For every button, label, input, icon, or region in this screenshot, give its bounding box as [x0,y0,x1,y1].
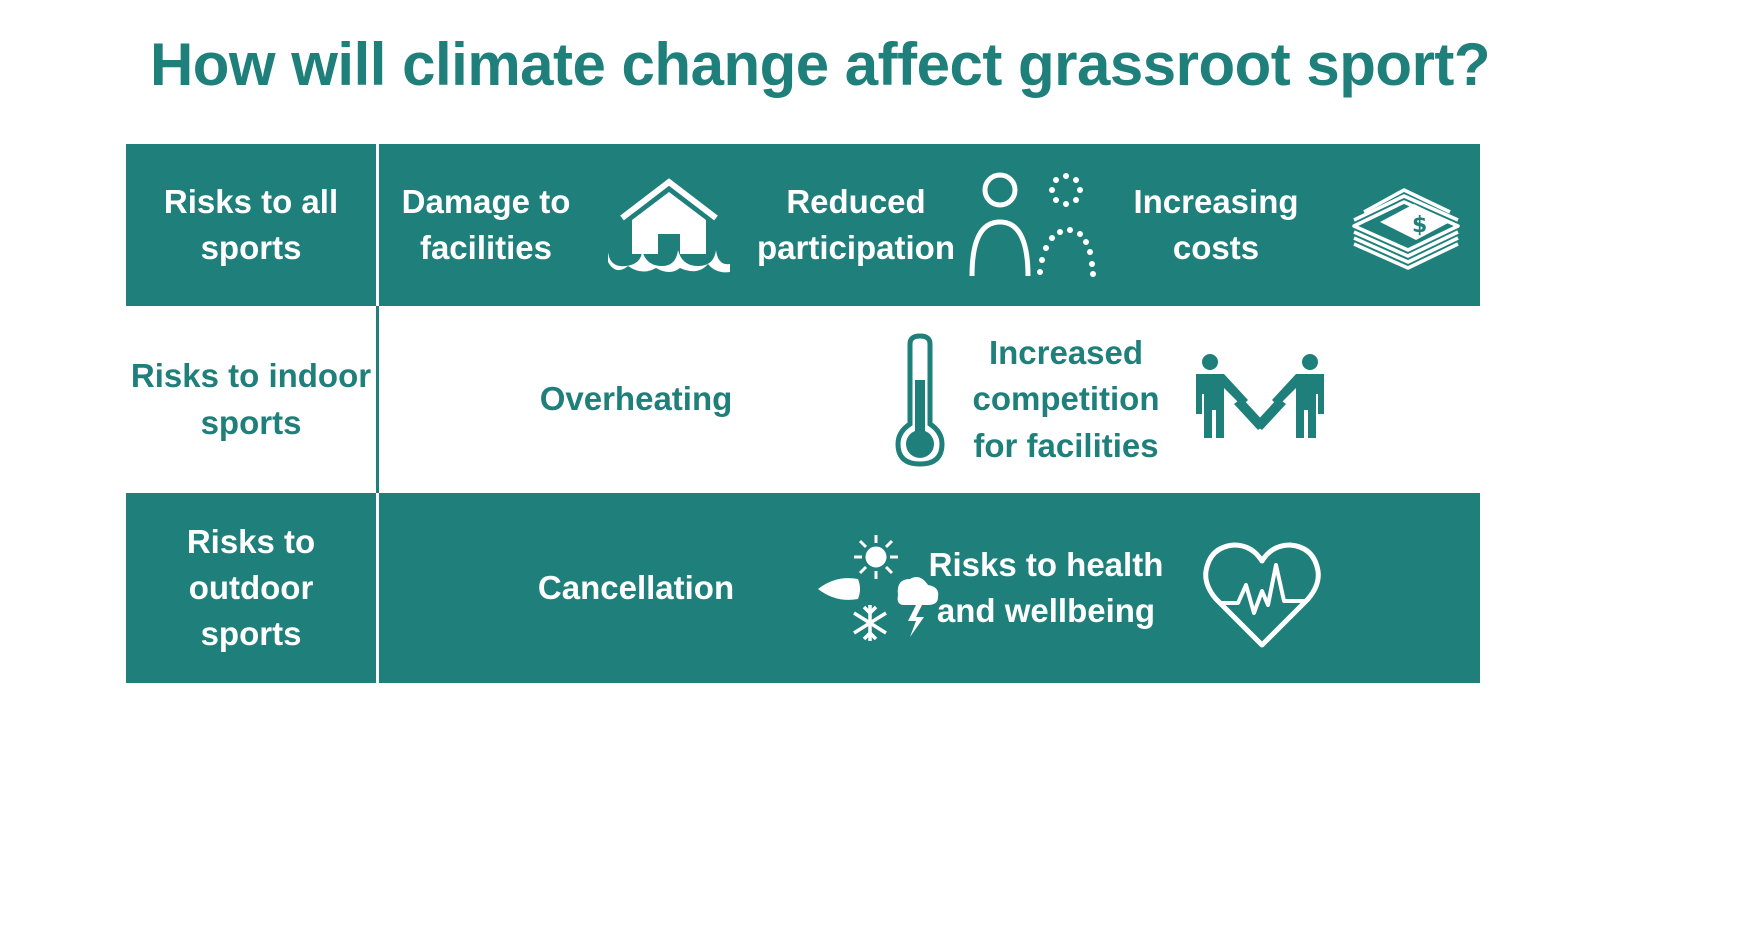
thermometer-icon [894,332,946,468]
category-label-outdoor-sports: Risks to outdoor sports [186,522,316,653]
row-divider [376,493,379,683]
flooded-house-icon [606,176,732,276]
page-title: How will climate change affect grassroot… [149,31,1491,98]
item-increasing-costs: Increasing costs [1133,182,1299,266]
row-divider [376,144,379,306]
item-overheating: Overheating [539,380,733,418]
fading-person-icon [966,172,1096,278]
row-divider [376,306,379,493]
row-all-sports: Risks to all sports Damage to facilities… [126,144,1480,306]
row-outdoor-sports: Risks to outdoor sports Cancellation [126,493,1480,683]
category-label-indoor-sports: Risks to indoor sports [130,357,372,441]
row-indoor-sports: Risks to indoor sports Overheating Incre… [126,306,1480,493]
money-stack-icon: $ [1350,182,1462,270]
item-risks-to-health: Risks to health and wellbeing [928,545,1164,629]
tug-of-war-icon [1190,354,1330,440]
heart-rate-icon [1202,541,1322,649]
item-reduced-participation: Reduced participation [756,182,956,266]
category-label-all-sports: Risks to all sports [163,182,339,266]
item-damage-to-facilities: Damage to facilities [401,182,571,266]
item-increased-competition: Increased competition for facilities [972,334,1160,464]
risk-table: Risks to all sports Damage to facilities… [126,144,1480,683]
svg-text:$: $ [1412,213,1427,238]
weather-icon [816,533,940,645]
item-cancellation: Cancellation [537,568,735,606]
